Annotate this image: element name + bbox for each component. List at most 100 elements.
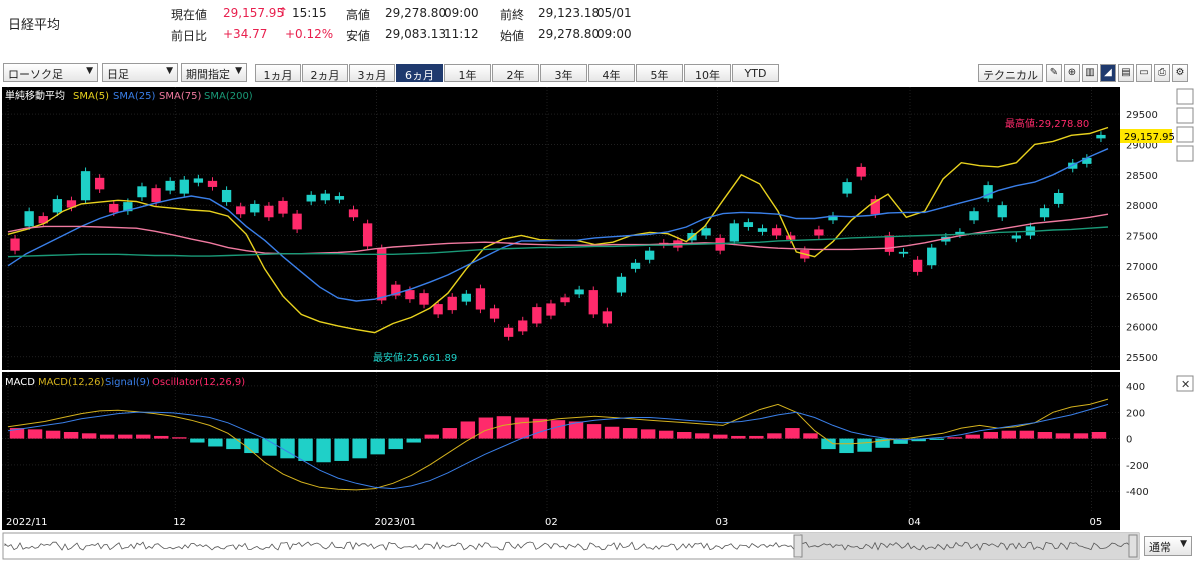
candle-body xyxy=(193,178,204,183)
technical-button[interactable]: テクニカル xyxy=(978,64,1043,82)
navigator-line xyxy=(4,541,1137,551)
oscillator-bar xyxy=(1091,432,1107,439)
oscillator-bar xyxy=(442,428,458,439)
candle-body xyxy=(560,297,570,303)
open-value: 29,278.80 xyxy=(538,27,600,41)
oscillator-bar xyxy=(947,437,962,439)
time-tick-label: 05 xyxy=(1090,517,1103,528)
zoom-icon[interactable]: ⊕ xyxy=(1064,64,1080,82)
high-label: 高値 xyxy=(346,8,371,22)
oscillator-bar xyxy=(27,429,43,439)
oscillator-bar xyxy=(154,435,169,439)
candle-body xyxy=(729,223,739,242)
document-icon[interactable]: ▤ xyxy=(1118,64,1134,82)
period-button-8[interactable]: 5年 xyxy=(636,64,683,82)
oscillator-legend: Oscillator(12,26,9) xyxy=(152,377,245,388)
close-glyph: ✕ xyxy=(1181,378,1190,391)
prev-close-date: 05/01 xyxy=(597,6,632,20)
candle-body xyxy=(997,205,1007,218)
chart-type-select[interactable]: ローソク足 ▼ xyxy=(3,63,98,82)
candle-body xyxy=(165,180,175,191)
oscillator-bar xyxy=(1055,433,1071,439)
candle-body xyxy=(377,248,387,301)
period-button-3[interactable]: 6ヵ月 xyxy=(396,64,443,82)
navigator-left-handle[interactable] xyxy=(793,534,803,558)
candle-body xyxy=(306,194,316,202)
candle-body xyxy=(95,177,105,190)
oscillator-bar xyxy=(1019,430,1035,439)
oscillator-bar xyxy=(208,438,223,447)
oscillator-bar xyxy=(1073,433,1089,439)
candle-body xyxy=(461,293,471,302)
area-chart-icon[interactable]: ◢ xyxy=(1100,64,1116,82)
period-button-4[interactable]: 1年 xyxy=(444,64,491,82)
index-name: 日経平均 xyxy=(8,18,61,33)
navigator-svg[interactable] xyxy=(0,531,1200,564)
oscillator-bar xyxy=(352,438,367,459)
candle-body xyxy=(786,235,796,240)
candle-body xyxy=(236,206,246,215)
chevron-down-icon: ▼ xyxy=(86,66,93,76)
low-label: 安値 xyxy=(346,29,371,43)
chart-svg[interactable]: 25500 26000 26500 27000 27500 28000 28500 29000… xyxy=(0,87,1200,530)
macd-tick-label: -200 xyxy=(1126,461,1149,472)
period-select[interactable]: 期間指定 ▼ xyxy=(181,63,247,82)
candle-body xyxy=(221,189,232,203)
print-icon[interactable]: ⎙ xyxy=(1154,64,1170,82)
sma200-legend: SMA(200) xyxy=(204,91,253,102)
candle-body xyxy=(207,180,218,187)
candle-body xyxy=(701,228,711,236)
sma5-legend: SMA(5) xyxy=(73,91,109,102)
oscillator-bar xyxy=(118,434,133,439)
oscillator-bar xyxy=(965,434,980,439)
candle-body xyxy=(250,203,260,213)
scale-mode-value: 通常 xyxy=(1149,541,1171,554)
signal-legend: Signal(9) xyxy=(105,377,150,388)
candle-body xyxy=(842,182,852,194)
oscillator-bar xyxy=(1001,430,1017,439)
candle-body xyxy=(828,215,838,221)
period-select-value: 期間指定 xyxy=(186,68,230,81)
period-button-1[interactable]: 2ヵ月 xyxy=(302,64,348,82)
period-button-9[interactable]: 10年 xyxy=(684,64,731,82)
oscillator-bar xyxy=(1037,432,1053,439)
navigator-bar[interactable]: 通常 ▼ xyxy=(0,531,1200,564)
sma-line-2 xyxy=(7,213,1109,255)
candle-body xyxy=(38,216,48,224)
settings-icon[interactable]: ⚙ xyxy=(1172,64,1188,82)
candle-body xyxy=(334,196,345,200)
oscillator-bar xyxy=(821,438,836,450)
quote-header: 日経平均 現在値 29,157.95 ↑ 15:15 前日比 +34.77 +0… xyxy=(0,0,1200,60)
oscillator-bar xyxy=(334,438,349,461)
candle-body xyxy=(814,229,824,236)
undo-icon[interactable] xyxy=(1176,126,1194,143)
period-button-5[interactable]: 2年 xyxy=(492,64,539,82)
current-time: 15:15 xyxy=(292,6,327,20)
current-price-value: 29,157.95 xyxy=(223,6,285,20)
oscillator-bar xyxy=(99,434,115,439)
lock-icon[interactable] xyxy=(1176,107,1194,124)
sma-legend-title: 単純移動平均 xyxy=(5,89,65,102)
interval-select[interactable]: 日足 ▼ xyxy=(102,63,178,82)
open-label: 始値 xyxy=(500,29,525,43)
macd-line-legend: MACD(12,26) xyxy=(38,377,105,388)
pencil-icon[interactable]: ✎ xyxy=(1046,64,1062,82)
candle-body xyxy=(320,193,330,201)
bar-chart-icon[interactable]: ▥ xyxy=(1082,64,1098,82)
zoom-in-icon[interactable] xyxy=(1176,88,1194,105)
scale-mode-select[interactable]: 通常 ▼ xyxy=(1144,536,1192,556)
period-button-10[interactable]: YTD xyxy=(732,64,779,82)
period-button-6[interactable]: 3年 xyxy=(540,64,587,82)
chart-area[interactable]: 25500 26000 26500 27000 27500 28000 28500 29000… xyxy=(0,87,1200,530)
period-button-0[interactable]: 1ヵ月 xyxy=(255,64,301,82)
chevron-down-icon: ▼ xyxy=(166,66,173,76)
navigator-right-handle[interactable] xyxy=(1128,534,1138,558)
period-button-7[interactable]: 4年 xyxy=(588,64,635,82)
close-macd-icon[interactable] xyxy=(1176,375,1194,392)
oscillator-bar xyxy=(550,420,566,439)
period-button-2[interactable]: 3ヵ月 xyxy=(349,64,395,82)
candle-body xyxy=(137,186,147,198)
folder-icon[interactable]: ▭ xyxy=(1136,64,1152,82)
candle-body xyxy=(52,199,63,213)
redo-icon[interactable] xyxy=(1176,145,1194,162)
